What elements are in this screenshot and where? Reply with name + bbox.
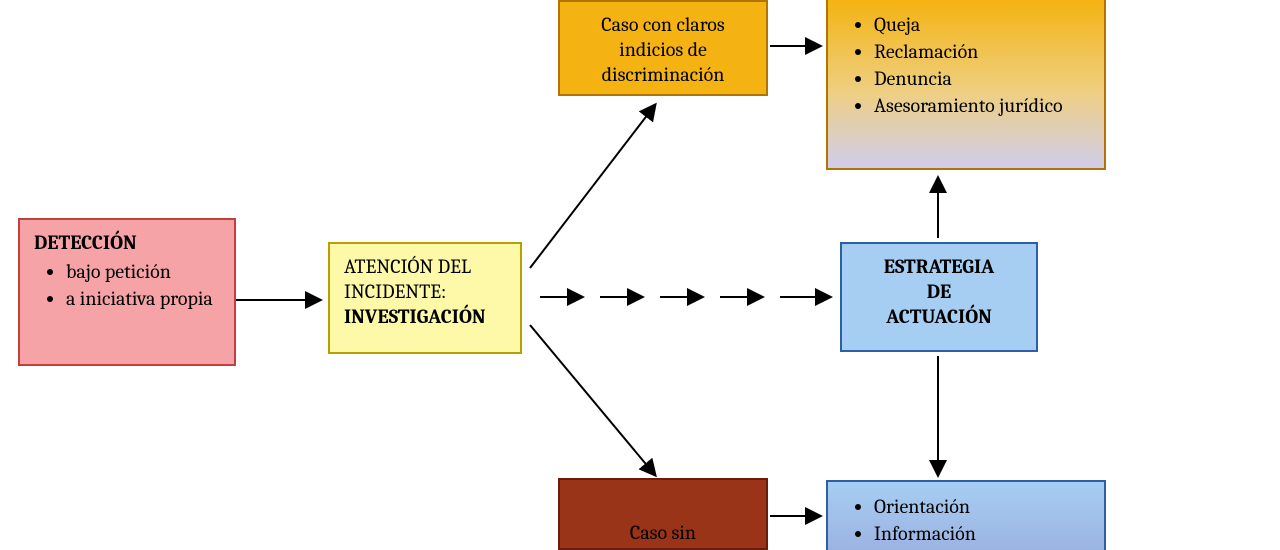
list-item: Queja: [874, 12, 1090, 37]
list-item: Denuncia: [874, 66, 1090, 91]
list-item: a iniciativa propia: [66, 286, 220, 311]
node-estrategia-line2: DE: [927, 280, 951, 303]
node-estrategia-line3: ACTUACIÓN: [886, 305, 992, 328]
node-deteccion: DETECCIÓN bajo petición a iniciativa pro…: [18, 218, 236, 366]
node-casocon-line1: Caso con claros: [601, 13, 725, 36]
node-outcomes-bot: Orientación Información: [826, 480, 1106, 550]
node-outcomes-top-bullets: Queja Reclamación Denuncia Asesoramiento…: [842, 12, 1090, 118]
node-deteccion-title: DETECCIÓN: [34, 230, 220, 255]
node-casocon-line2: indicios de: [619, 38, 707, 61]
list-item: Orientación: [874, 494, 1090, 519]
node-outcomes-bot-bullets: Orientación Información: [842, 494, 1090, 546]
list-item: Asesoramiento jurídico: [874, 93, 1090, 118]
node-deteccion-bullets: bajo petición a iniciativa propia: [34, 259, 220, 311]
list-item: Información: [874, 521, 1090, 546]
node-atencion-line1: ATENCIÓN DEL: [344, 255, 471, 278]
list-item: Reclamación: [874, 39, 1090, 64]
edge-atencion-casocon: [530, 105, 655, 268]
node-caso-con: Caso con claros indicios de discriminaci…: [558, 0, 768, 96]
list-item: bajo petición: [66, 259, 220, 284]
node-outcomes-top: Queja Reclamación Denuncia Asesoramiento…: [826, 0, 1106, 170]
node-atencion-line3: INVESTIGACIÓN: [344, 305, 486, 328]
node-casosin-line1: Caso sin: [630, 521, 696, 544]
node-atencion: ATENCIÓN DEL INCIDENTE: INVESTIGACIÓN: [328, 242, 522, 354]
node-casocon-line3: discriminación: [602, 63, 725, 86]
node-caso-sin: Caso sin: [558, 478, 768, 550]
node-atencion-line2: INCIDENTE:: [344, 280, 446, 303]
node-estrategia: ESTRATEGIA DE ACTUACIÓN: [840, 242, 1038, 352]
edge-atencion-casosin: [530, 325, 655, 475]
flowchart-canvas: DETECCIÓN bajo petición a iniciativa pro…: [0, 0, 1280, 550]
node-estrategia-line1: ESTRATEGIA: [884, 255, 994, 278]
